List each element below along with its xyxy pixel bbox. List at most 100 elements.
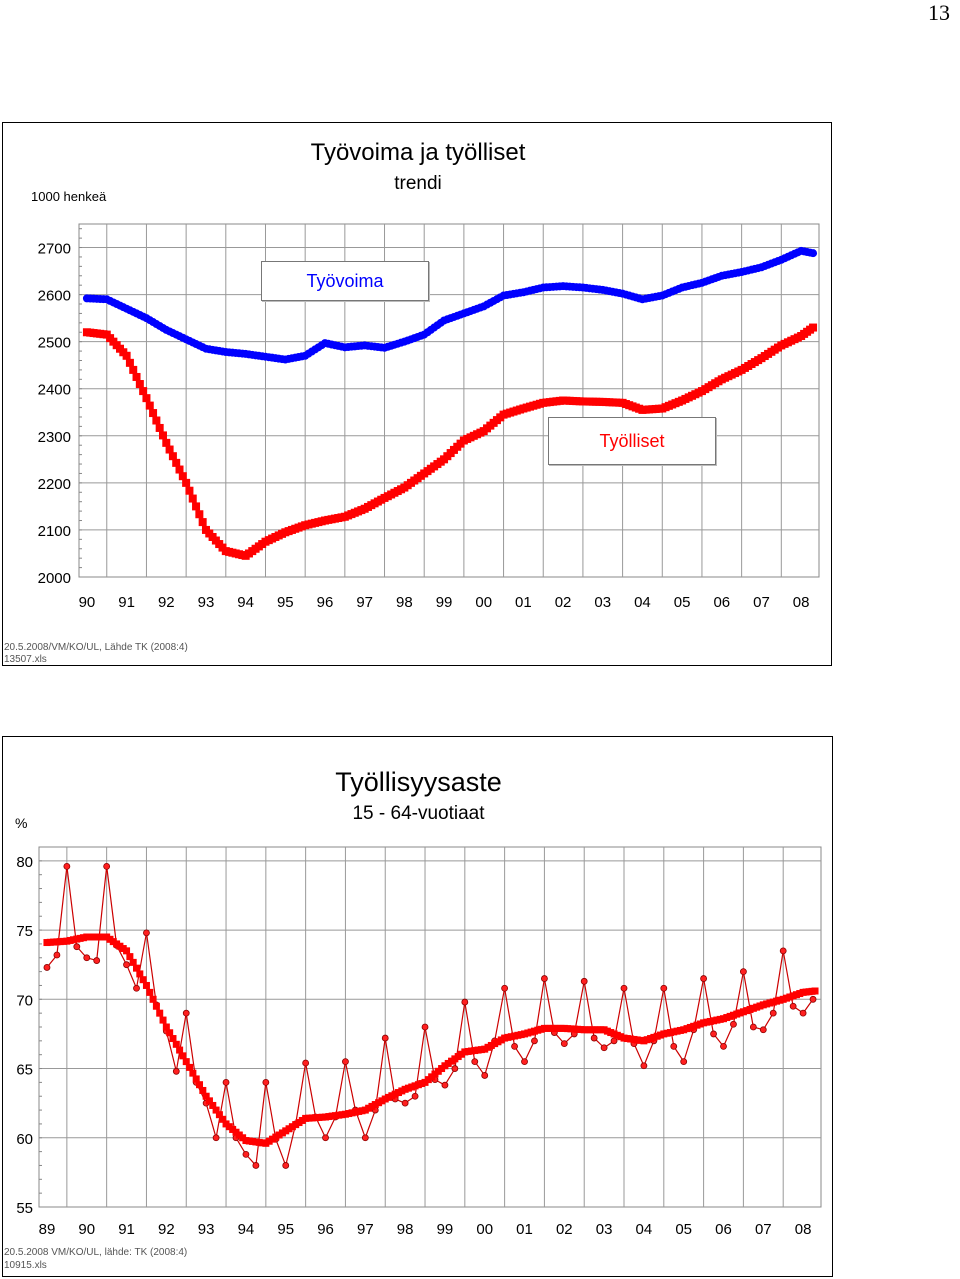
data-point-monthly	[322, 1134, 329, 1142]
y-tick-label: 2400	[38, 382, 71, 399]
data-point-trend	[192, 1075, 200, 1083]
data-point-monthly	[501, 984, 509, 992]
chart1-filename: 13507.xls	[4, 654, 47, 665]
data-point-monthly	[361, 1134, 369, 1142]
data-point-trend	[156, 1009, 164, 1017]
data-point-tyolliset	[809, 323, 818, 332]
data-point-trend	[162, 1023, 170, 1031]
x-tick-label: 07	[753, 594, 770, 611]
x-tick-label: 04	[636, 1221, 653, 1238]
legend-tyolliset: Työlliset	[548, 417, 716, 465]
data-point-trend	[176, 1046, 184, 1054]
y-tick-label: 80	[16, 854, 33, 871]
data-point-monthly	[799, 1009, 807, 1017]
data-point-monthly	[590, 1034, 598, 1042]
x-tick-label: 90	[79, 594, 96, 611]
labour-force-chart-panel: Työvoima ja työlliset trendi 1000 henkeä…	[2, 122, 832, 666]
x-tick-label: 96	[317, 594, 334, 611]
data-point-monthly	[779, 947, 787, 955]
data-point-monthly	[342, 1058, 349, 1066]
x-tick-label: 90	[78, 1221, 95, 1238]
data-point-monthly	[172, 1067, 180, 1075]
data-point-tyolliset	[182, 478, 191, 487]
data-point-monthly	[143, 929, 150, 937]
x-tick-label: 93	[198, 594, 215, 611]
y-tick-label: 2300	[38, 429, 71, 446]
x-tick-label: 05	[674, 594, 691, 611]
data-point-trend	[189, 1069, 197, 1077]
data-point-trend	[182, 1058, 190, 1066]
x-tick-label: 97	[356, 594, 373, 611]
data-point-monthly	[63, 862, 71, 870]
x-tick-label: 04	[634, 594, 651, 611]
data-point-trend	[126, 953, 134, 961]
x-tick-label: 00	[475, 594, 492, 611]
data-point-trend	[149, 995, 157, 1003]
data-point-monthly	[481, 1072, 489, 1079]
data-point-monthly	[83, 954, 91, 962]
data-point-tyolliset	[135, 380, 144, 389]
x-tick-label: 07	[755, 1221, 772, 1238]
chart2-plot: 55 60 65 70 75 80 89 90 91 92 93 94 95 96 97 98 99 00 01 02…	[16, 846, 822, 1238]
x-tick-label: 08	[795, 1221, 812, 1238]
data-point-monthly	[580, 977, 588, 985]
x-tick-label: 96	[317, 1221, 334, 1238]
data-point-monthly	[789, 1002, 797, 1010]
chart1-subtitle: trendi	[394, 173, 442, 194]
y-tick-label: 2700	[38, 241, 71, 258]
data-point-trend	[159, 1016, 167, 1024]
data-point-monthly	[451, 1065, 459, 1072]
y-tick-label: 2500	[38, 335, 71, 352]
data-point-tyolliset	[145, 401, 154, 410]
x-tick-label: 01	[515, 594, 532, 611]
data-point-trend	[199, 1086, 207, 1094]
data-point-monthly	[710, 1030, 717, 1038]
data-point-monthly	[739, 968, 747, 976]
data-point-monthly	[730, 1020, 737, 1028]
data-point-tyolliset	[129, 365, 138, 374]
data-point-monthly	[461, 998, 469, 1006]
x-tick-label: 89	[39, 1221, 56, 1238]
data-point-monthly	[103, 862, 111, 870]
data-point-monthly	[769, 1009, 777, 1017]
data-point-trend	[179, 1052, 187, 1060]
chart1-unit-label: 1000 henkeä	[31, 189, 107, 204]
y-tick-label: 60	[16, 1131, 33, 1148]
y-tick-label: 2600	[38, 288, 71, 305]
data-point-monthly	[381, 1034, 389, 1042]
data-point-monthly	[680, 1058, 688, 1066]
data-point-tyolliset	[178, 472, 187, 481]
x-tick-label: 03	[596, 1221, 613, 1238]
data-point-monthly	[640, 1062, 648, 1070]
data-point-monthly	[401, 1099, 409, 1107]
x-tick-label: 93	[198, 1221, 215, 1238]
chart1-source: 20.5.2008/VM/KO/UL, Lähde TK (2008:4)	[4, 642, 188, 653]
x-tick-label: 06	[713, 594, 730, 611]
y-tick-label: 55	[16, 1200, 33, 1217]
chart2-subtitle: 15 - 64-vuotiaat	[352, 803, 485, 824]
data-point-trend	[152, 1002, 160, 1010]
x-tick-label: 94	[237, 594, 254, 611]
x-tick-label: 98	[397, 1221, 414, 1238]
data-point-monthly	[421, 1023, 429, 1031]
y-tick-label: 75	[16, 923, 33, 940]
data-point-trend	[209, 1101, 217, 1109]
data-point-trend	[186, 1063, 194, 1071]
data-point-tyolliset	[198, 518, 207, 527]
data-point-monthly	[242, 1150, 250, 1158]
data-point-monthly	[282, 1162, 290, 1169]
data-point-tyolliset	[142, 394, 151, 403]
data-point-tyolliset	[188, 494, 197, 503]
data-point-monthly	[302, 1059, 310, 1067]
x-tick-label: 06	[715, 1221, 732, 1238]
data-point-monthly	[43, 964, 51, 971]
data-point-trend	[212, 1106, 220, 1114]
data-point-monthly	[93, 957, 101, 964]
data-point-trend	[215, 1111, 223, 1119]
data-point-trend	[172, 1040, 180, 1048]
data-point-monthly	[133, 984, 140, 992]
y-tick-label: 2200	[38, 476, 71, 493]
data-point-trend	[146, 988, 154, 996]
data-point-monthly	[73, 943, 81, 951]
data-point-monthly	[600, 1044, 608, 1052]
